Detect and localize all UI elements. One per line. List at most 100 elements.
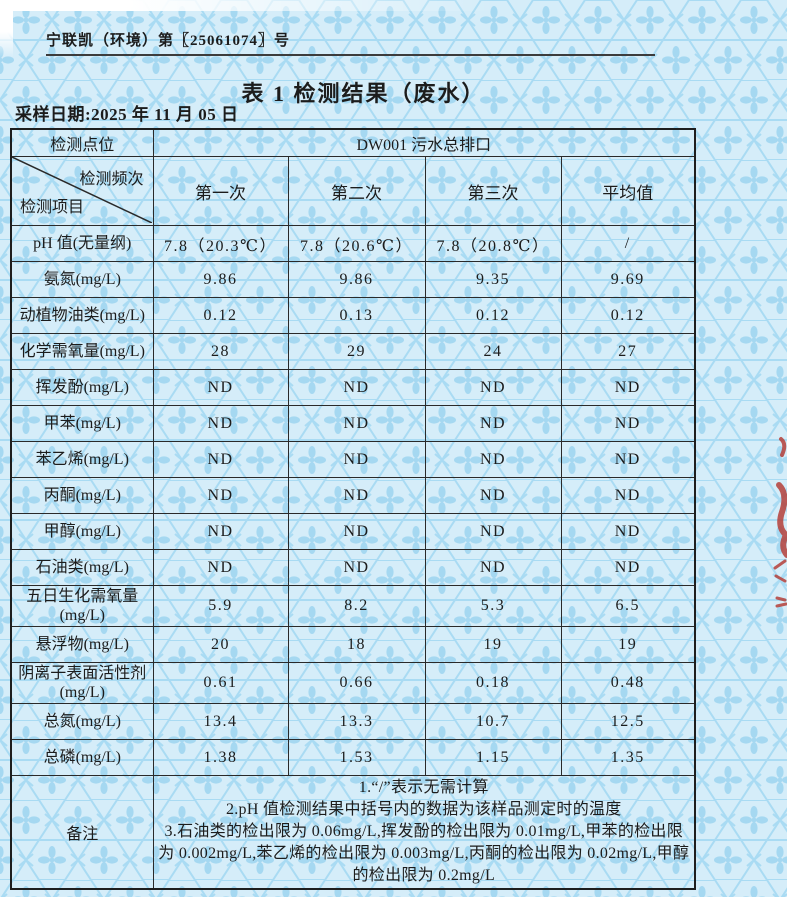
table-header-row: 检测频次 检测项目 第一次 第二次 第三次 平均值 xyxy=(10,156,696,226)
diagonal-header-cell: 检测频次 检测项目 xyxy=(10,156,154,226)
value-cell: 9.69 xyxy=(560,261,696,298)
item-label: 甲苯(mg/L) xyxy=(10,405,154,442)
item-label: 总氮(mg/L) xyxy=(10,703,154,740)
value-cell: 24 xyxy=(424,333,562,370)
item-label: 动植物油类(mg/L) xyxy=(10,297,154,334)
value-cell: ND xyxy=(152,549,289,586)
value-cell: ND xyxy=(287,513,426,550)
point-label: 检测点位 xyxy=(10,128,154,157)
table-row: 丙酮(mg/L) ND ND ND ND xyxy=(10,477,696,514)
item-label: 甲醇(mg/L) xyxy=(10,513,154,550)
value-cell: 5.3 xyxy=(424,585,562,627)
value-cell: ND xyxy=(560,405,696,442)
value-cell: ND xyxy=(287,477,426,514)
value-cell: ND xyxy=(287,369,426,406)
frequency-label: 检测频次 xyxy=(79,171,144,188)
table-row: 氨氮(mg/L) 9.86 9.86 9.35 9.69 xyxy=(10,261,696,298)
remark-label: 备注 xyxy=(10,775,154,890)
item-label: 五日生化需氧量 (mg/L) xyxy=(10,585,154,627)
item-label: 挥发酚(mg/L) xyxy=(10,369,154,406)
report-number: 宁联凯（环境）第〖25061074〗号 xyxy=(46,29,655,56)
column-header: 平均值 xyxy=(560,156,696,226)
value-cell: ND xyxy=(424,369,562,406)
item-label: 丙酮(mg/L) xyxy=(10,477,154,514)
value-cell: 19 xyxy=(560,626,696,663)
value-cell: ND xyxy=(152,405,289,442)
value-cell: ND xyxy=(152,441,289,478)
value-cell: ND xyxy=(152,513,289,550)
sampling-date: 采样日期:2025 年 11 月 05 日 xyxy=(15,105,239,124)
value-cell: 6.5 xyxy=(560,585,696,627)
table-row: 石油类(mg/L) ND ND ND ND xyxy=(10,549,696,586)
remark-line: 2.pH 值检测结果中括号内的数据为该样品测定时的温度 xyxy=(225,801,622,818)
table-row: 总氮(mg/L) 13.4 13.3 10.7 12.5 xyxy=(10,703,696,740)
scan-edge-artifact xyxy=(0,0,520,11)
value-cell: 9.35 xyxy=(424,261,562,298)
item-label: 总磷(mg/L) xyxy=(10,739,154,776)
value-cell: ND xyxy=(560,513,696,550)
scan-edge-artifact xyxy=(0,0,13,58)
value-cell: 0.13 xyxy=(287,297,426,334)
stamp-fragment-icon xyxy=(773,437,787,608)
item-label: pH 值(无量纲) xyxy=(10,225,154,262)
value-cell: / xyxy=(560,225,696,262)
table-row: 悬浮物(mg/L) 20 18 19 19 xyxy=(10,626,696,663)
value-cell: 13.3 xyxy=(287,703,426,740)
value-cell: ND xyxy=(287,441,426,478)
value-cell: 1.15 xyxy=(424,739,562,776)
item-label: 化学需氧量(mg/L) xyxy=(10,333,154,370)
remark-row: 备注 1.“/”表示无需计算 2.pH 值检测结果中括号内的数据为该样品测定时的温… xyxy=(10,775,696,890)
value-cell: 1.38 xyxy=(152,739,289,776)
value-cell: ND xyxy=(152,369,289,406)
table-row: 阴离子表面活性剂 (mg/L) 0.61 0.66 0.18 0.48 xyxy=(10,662,696,704)
value-cell: 0.48 xyxy=(560,662,696,704)
value-cell: 10.7 xyxy=(424,703,562,740)
value-cell: 0.12 xyxy=(424,297,562,334)
item-label: 苯乙烯(mg/L) xyxy=(10,441,154,478)
value-cell: ND xyxy=(424,513,562,550)
remark-line: 3.石油类的检出限为 0.06mg/L,挥发酚的检出限为 0.01mg/L,甲苯… xyxy=(158,823,690,884)
remark-line: 1.“/”表示无需计算 xyxy=(358,779,489,796)
column-header: 第三次 xyxy=(424,156,562,226)
value-cell: ND xyxy=(560,369,696,406)
value-cell: 9.86 xyxy=(152,261,289,298)
value-cell: ND xyxy=(424,405,562,442)
column-header: 第一次 xyxy=(152,156,289,226)
table-row-point: 检测点位 DW001 污水总排口 xyxy=(10,128,696,157)
value-cell: 5.9 xyxy=(152,585,289,627)
table-row: 化学需氧量(mg/L) 28 29 24 27 xyxy=(10,333,696,370)
value-cell: ND xyxy=(560,549,696,586)
value-cell: ND xyxy=(560,477,696,514)
value-cell: ND xyxy=(424,441,562,478)
page-title: 表 1 检测结果（废水） xyxy=(241,81,486,106)
value-cell: 1.53 xyxy=(287,739,426,776)
table-row: 五日生化需氧量 (mg/L) 5.9 8.2 5.3 6.5 xyxy=(10,585,696,627)
diagonal-line xyxy=(12,157,152,223)
table-row: pH 值(无量纲) 7.8（20.3℃） 7.8（20.6℃） 7.8（20.8… xyxy=(10,225,696,262)
value-cell: 13.4 xyxy=(152,703,289,740)
remark-content: 1.“/”表示无需计算 2.pH 值检测结果中括号内的数据为该样品测定时的温度 3.… xyxy=(152,775,696,890)
value-cell: 0.66 xyxy=(287,662,426,704)
value-cell: 27 xyxy=(560,333,696,370)
value-cell: ND xyxy=(424,477,562,514)
column-header: 第二次 xyxy=(287,156,426,226)
value-cell: 8.2 xyxy=(287,585,426,627)
value-cell: 0.61 xyxy=(152,662,289,704)
item-label: 石油类(mg/L) xyxy=(10,549,154,586)
value-cell: 9.86 xyxy=(287,261,426,298)
value-cell: 0.18 xyxy=(424,662,562,704)
value-cell: 7.8（20.6℃） xyxy=(287,225,426,262)
results-table: 检测点位 DW001 污水总排口 检测频次 检测项目 第一次 第二次 第三次 平… xyxy=(10,128,697,890)
item-label: 氨氮(mg/L) xyxy=(10,261,154,298)
table-row: 动植物油类(mg/L) 0.12 0.13 0.12 0.12 xyxy=(10,297,696,334)
value-cell: 29 xyxy=(287,333,426,370)
value-cell: ND xyxy=(560,441,696,478)
table-row: 甲醇(mg/L) ND ND ND ND xyxy=(10,513,696,550)
value-cell: ND xyxy=(152,477,289,514)
item-header-label: 检测项目 xyxy=(20,199,85,216)
value-cell: ND xyxy=(287,549,426,586)
value-cell: 19 xyxy=(424,626,562,663)
value-cell: 0.12 xyxy=(560,297,696,334)
table-row: 甲苯(mg/L) ND ND ND ND xyxy=(10,405,696,442)
